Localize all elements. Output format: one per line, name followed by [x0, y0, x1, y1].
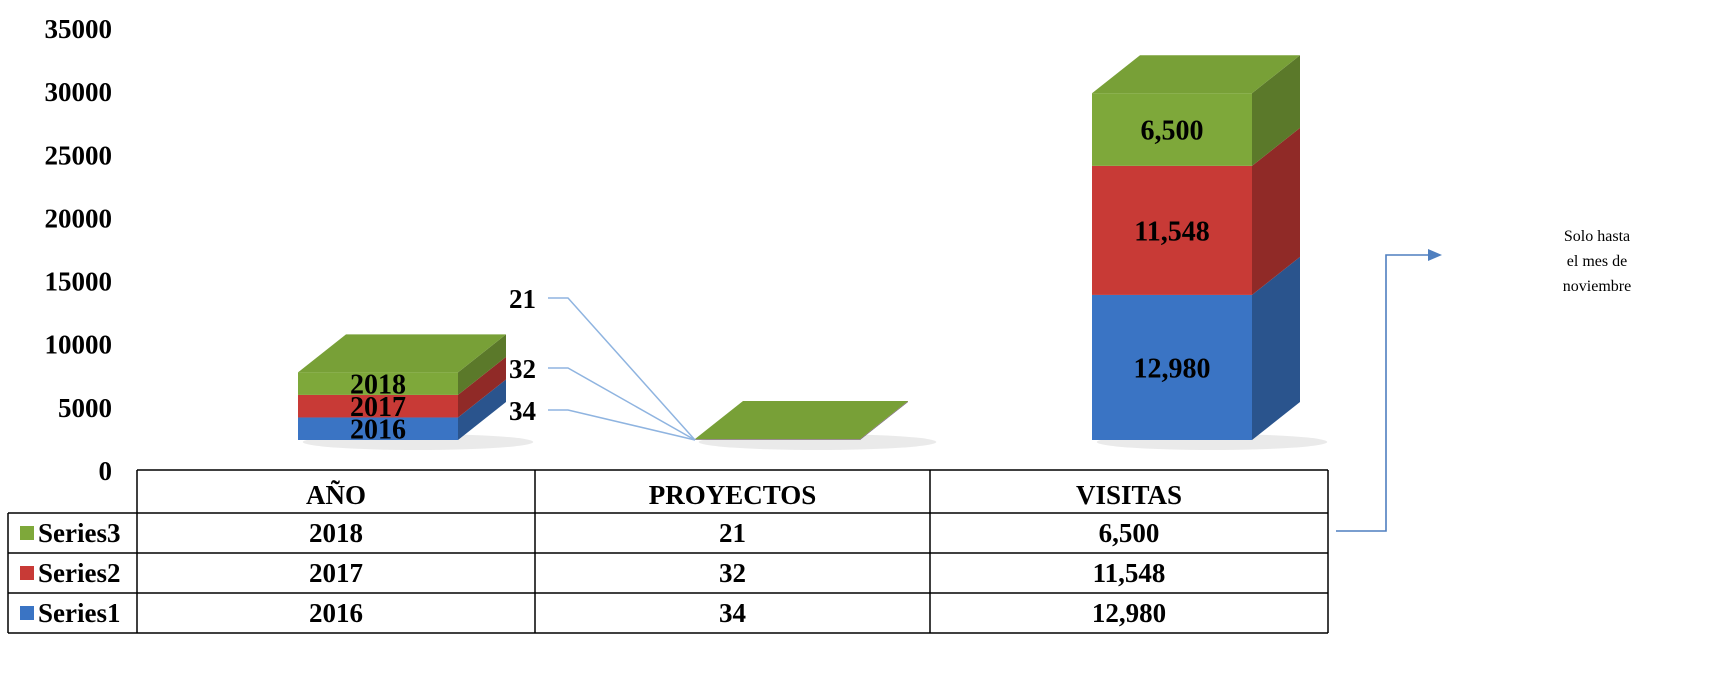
y-tick-label: 20000: [45, 203, 113, 233]
data-label: 2018: [350, 370, 406, 401]
bar-segment-side: [1252, 55, 1300, 166]
annotation-arrow: [1336, 254, 1428, 532]
y-tick-label: 0: [99, 456, 113, 486]
legend-swatch: [20, 566, 34, 580]
leader-lines: 21 32 34: [509, 284, 696, 441]
table-cell: 2017: [309, 558, 363, 588]
category-label: VISITAS: [1076, 480, 1182, 510]
bar-segment-side: [1252, 127, 1300, 295]
table-cell: 6,500: [1099, 518, 1160, 548]
data-label: 32: [509, 354, 536, 384]
y-tick-label: 10000: [45, 330, 113, 360]
bar-segment: [298, 417, 458, 440]
bar-segment-side: [1252, 256, 1300, 440]
bar-segment-side: [458, 334, 506, 395]
table-cell: 2016: [309, 598, 363, 628]
leader-line: [548, 409, 696, 441]
data-label: 11,548: [1134, 216, 1209, 247]
y-tick-label: 25000: [45, 140, 113, 170]
bar-segment: [298, 372, 458, 395]
data-label: 34: [509, 396, 536, 426]
bar-segment-side: [860, 401, 908, 440]
legend-series-name: Series2: [38, 558, 120, 588]
bar-top-face: [695, 401, 908, 440]
bar-top-face: [298, 334, 506, 373]
bar-segment: [298, 394, 458, 418]
bar-segment-side: [860, 401, 908, 440]
y-axis-ticks: 0 5000 10000 15000 20000 25000 30000 35000: [45, 14, 113, 486]
annotation-note: Solo hasta el mes de noviembre: [1336, 228, 1631, 532]
data-label: 21: [509, 284, 536, 314]
bar-top-face: [1092, 55, 1300, 94]
y-tick-label: 30000: [45, 77, 113, 107]
legend-series-name: Series1: [38, 598, 120, 628]
bar-segment: [1092, 294, 1252, 440]
data-table: AÑO PROYECTOS VISITAS Series3 2018 21 6,500 Ser…: [7, 469, 1329, 634]
bar-segment: [1092, 93, 1252, 166]
annotation-text: Solo hasta: [1564, 228, 1630, 245]
table-cell: 32: [719, 558, 746, 588]
table-cell: 12,980: [1092, 598, 1166, 628]
annotation-text: noviembre: [1563, 278, 1631, 295]
table-cell: 2018: [309, 518, 363, 548]
table-cell: 11,548: [1093, 558, 1166, 588]
annotation-text: el mes de: [1567, 253, 1627, 270]
table-cell: 34: [719, 598, 746, 628]
bar-segment-side: [860, 401, 908, 440]
leader-line: [548, 297, 696, 441]
y-tick-label: 5000: [58, 393, 112, 423]
category-label: AÑO: [306, 480, 366, 510]
arrow-head-icon: [1428, 249, 1442, 261]
legend-swatch: [20, 606, 34, 620]
table-cell: 21: [719, 518, 746, 548]
data-label: 2017: [350, 392, 406, 423]
leader-line: [548, 367, 696, 441]
legend-swatch: [20, 526, 34, 540]
bar-segment: [1092, 165, 1252, 295]
data-label: 6,500: [1141, 116, 1204, 147]
y-tick-label: 35000: [45, 14, 113, 44]
data-label: 12,980: [1134, 353, 1211, 384]
legend-series-name: Series3: [38, 518, 120, 548]
category-label: PROYECTOS: [649, 480, 817, 510]
data-label: 2016: [350, 415, 406, 446]
bar-segment-side: [458, 379, 506, 440]
y-tick-label: 15000: [45, 267, 113, 297]
bar-segment-side: [458, 356, 506, 418]
